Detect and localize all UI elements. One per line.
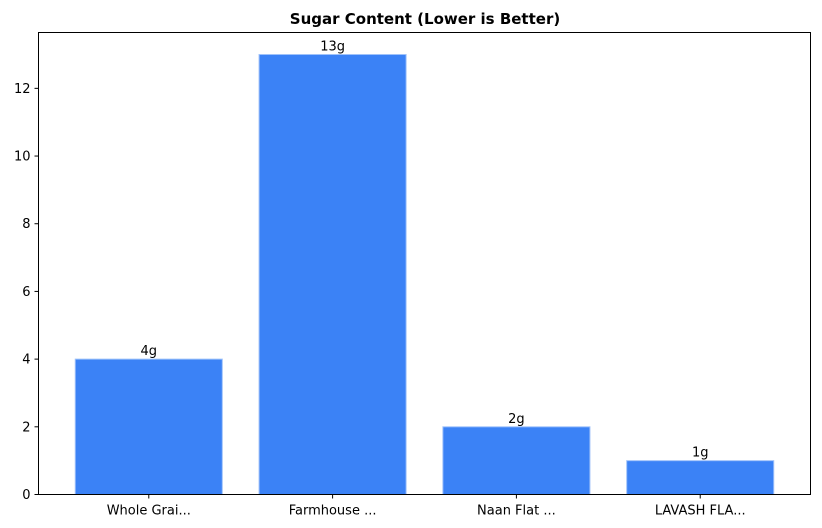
bar	[626, 460, 775, 495]
y-tick-label: 0	[22, 488, 30, 503]
y-tick-label: 6	[22, 285, 30, 300]
y-tick-label: 12	[14, 82, 31, 97]
x-tick-label: Farmhouse ...	[289, 504, 377, 519]
data-label: 4g	[141, 344, 158, 359]
x-tick-label: Naan Flat ...	[477, 504, 556, 519]
data-label: 13g	[320, 40, 345, 55]
data-label: 2g	[508, 412, 525, 427]
bar	[258, 54, 407, 495]
y-tick-label: 2	[22, 420, 30, 435]
x-tick-label: LAVASH FLA...	[655, 504, 746, 519]
chart-title: Sugar Content (Lower is Better)	[290, 10, 560, 28]
y-tick-label: 4	[22, 353, 30, 368]
y-tick-label: 10	[14, 150, 31, 165]
data-label: 1g	[692, 446, 709, 461]
bar	[74, 358, 223, 495]
x-tick-label: Whole Grai...	[107, 504, 191, 519]
y-axis: 0 2 4 6 8 10 12	[14, 82, 39, 503]
bars-group: 4g 13g 2g 1g	[74, 40, 775, 495]
x-axis: Whole Grai... Farmhouse ... Naan Flat ... L…	[107, 494, 746, 519]
y-tick-label: 8	[22, 217, 30, 232]
plot-frame	[38, 32, 811, 495]
bar	[442, 426, 591, 495]
